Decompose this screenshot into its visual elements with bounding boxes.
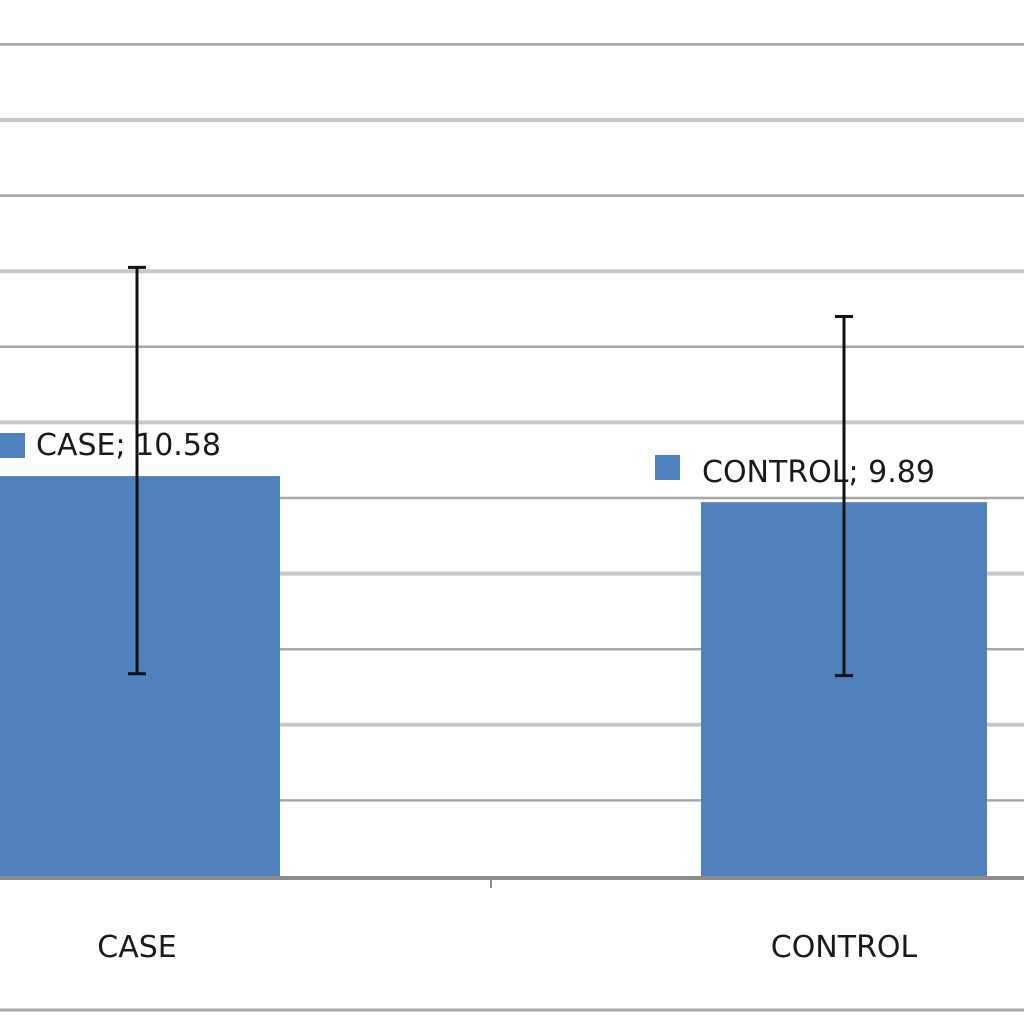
data-label: CASE; 10.58 [36,428,221,463]
data-label: CONTROL; 9.89 [702,455,935,490]
data-label-key-square [0,433,25,458]
data-label-key-square [655,455,680,480]
x-axis: CASE CONTROL [0,876,1024,965]
data-labels: CASE; 10.58 CONTROL; 9.89 [0,428,935,490]
x-tick-label: CONTROL [771,930,918,965]
error-bars [128,265,853,678]
bar-case [0,476,280,876]
x-tick-label: CASE [97,930,176,965]
